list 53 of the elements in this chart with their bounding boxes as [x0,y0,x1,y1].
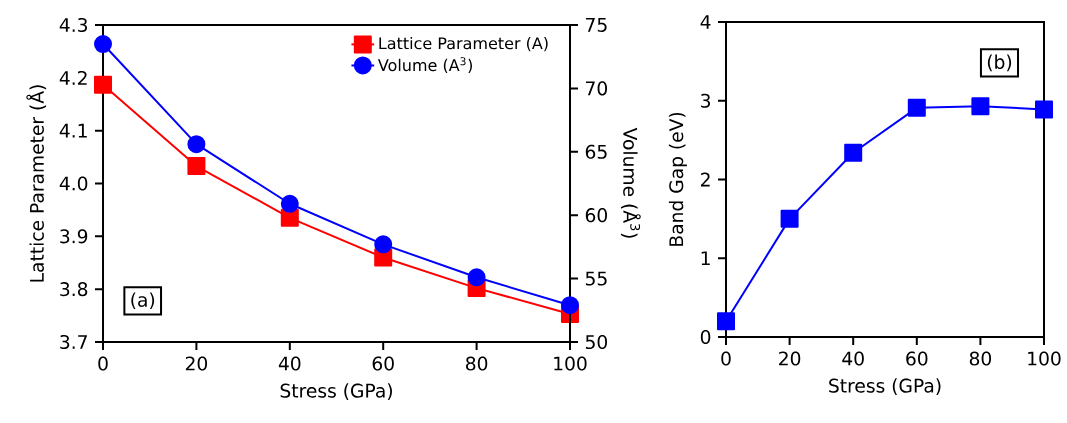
y-tick-label: 4.2 [59,70,87,85]
point [907,98,926,117]
point [187,157,206,176]
y-tick-label: 4.3 [59,17,88,33]
point [280,194,299,213]
x-tick-label: 40 [842,351,864,366]
x-tick-label: 20 [185,356,208,371]
point [94,35,113,54]
x-tick-label: 60 [906,351,928,366]
point [971,97,990,116]
y-tick-label: 4.0 [59,176,88,191]
x-tick-label: 80 [466,356,488,371]
y-tick-label: 3.9 [60,229,88,244]
x-tick-label: 100 [1028,351,1061,366]
y-tick-label: 1 [701,251,710,266]
y-axis-title: Lattice Parameter (Å) [26,85,47,282]
x-tick-label: 40 [278,356,301,371]
y2-tick-label: 70 [586,81,608,96]
x-tick-label: 0 [98,356,108,371]
y2-tick-label: 60 [585,208,608,223]
y2-tick-label: 65 [585,144,607,159]
x-tick-label: 100 [554,356,587,371]
x-axis-title: Stress (GPa) [829,378,941,395]
point [561,296,580,315]
y2-axis-title: Volume (Å$^{3}$) [620,127,641,238]
point [1035,100,1053,119]
legend-label: Volume (A$^{3}$) [377,57,472,74]
y-tick-label: 4 [700,15,711,29]
point [94,75,113,94]
y2-tick-label: 50 [585,334,608,350]
y-tick-label: 4.1 [59,123,87,138]
annotation: (b) [987,54,1012,72]
y2-tick-label: 75 [586,18,607,32]
y-axis-title: Band Gap (eV) [668,112,687,246]
point [374,235,393,254]
legend-label: Lattice Parameter (A) [379,36,548,52]
y-tick-label: 2 [701,172,710,187]
point [844,143,863,162]
y-tick-label: 0 [700,329,711,345]
x-tick-label: 80 [969,351,992,366]
point [467,268,486,287]
y-tick-label: 3 [701,93,711,108]
x-tick-label: 20 [779,351,801,366]
x-tick-label: 60 [372,356,394,371]
x-tick-label: 0 [721,351,731,366]
y2-tick-label: 55 [585,271,607,286]
annotation: (a) [131,292,155,310]
point [780,209,799,228]
y-tick-label: 3.8 [60,282,88,297]
point [717,312,735,331]
point [187,135,206,154]
x-axis-title: Stress (GPa) [280,383,392,400]
y-tick-label: 3.7 [60,334,87,350]
